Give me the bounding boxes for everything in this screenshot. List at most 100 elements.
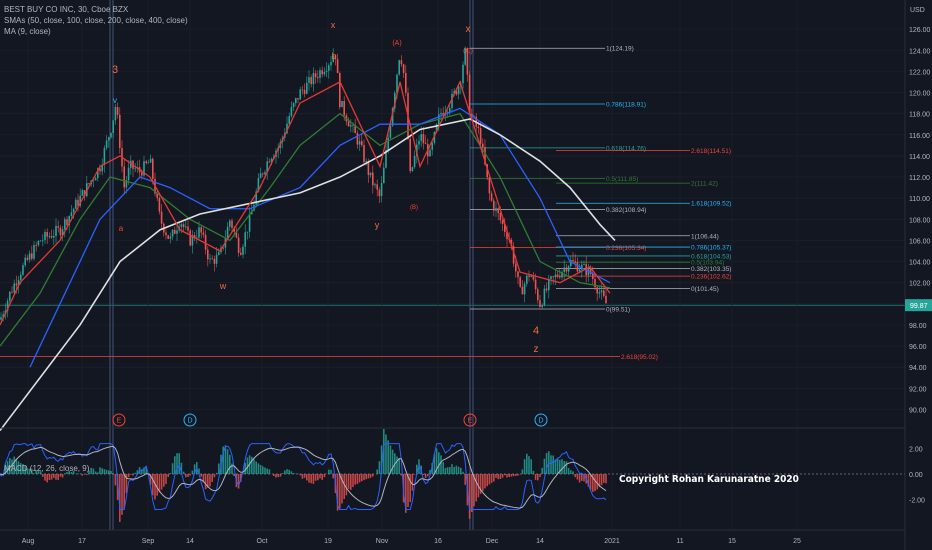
macd-histogram-bar <box>323 474 326 478</box>
wave-label: z <box>534 344 539 355</box>
macd-histogram-bar <box>306 474 308 481</box>
candle-body <box>70 212 73 217</box>
candle-body <box>574 261 576 263</box>
candle-body <box>330 62 332 66</box>
candle-body <box>94 178 97 181</box>
macd-histogram-bar <box>345 474 348 496</box>
macd-histogram-bar <box>427 474 429 477</box>
macd-histogram-bar <box>471 474 473 513</box>
cycle-marker-label: E <box>117 418 122 425</box>
candle-body <box>484 147 486 165</box>
macd-histogram-bar <box>336 474 339 511</box>
macd-histogram-bar <box>198 468 200 474</box>
macd-histogram-bar <box>123 474 125 509</box>
macd-histogram-bar <box>497 474 499 480</box>
candle-body <box>266 161 268 173</box>
candle-body <box>295 98 297 104</box>
symbol-legend[interactable]: BEST BUY CO INC, 30, Cboe BZX SMAs (50, … <box>4 4 188 37</box>
ma-line: MA (9, close) <box>4 27 51 36</box>
macd-histogram-bar <box>4 464 7 474</box>
candle-body <box>50 236 53 238</box>
macd-histogram-bar <box>389 445 392 474</box>
macd-histogram-bar <box>596 474 598 490</box>
candle-body <box>413 155 416 168</box>
candle-body <box>532 276 535 280</box>
time-tick: 25 <box>793 538 801 545</box>
macd-histogram-bar <box>57 474 59 481</box>
macd-histogram-bar <box>387 440 389 474</box>
macd-histogram-bar <box>154 474 156 500</box>
macd-histogram-bar <box>526 453 528 474</box>
macd-histogram-bar <box>132 474 134 476</box>
macd-histogram-bar <box>457 466 460 474</box>
macd-legend[interactable]: MACD (12, 26, close, 9) <box>4 463 89 474</box>
candle-body <box>600 290 603 293</box>
macd-histogram-bar <box>303 474 306 478</box>
macd-histogram-bar <box>517 474 519 476</box>
macd-histogram-bar <box>444 468 447 474</box>
price-tick: 120.00 <box>909 91 931 98</box>
candle-body <box>204 234 207 250</box>
candle-body <box>174 229 176 234</box>
candle-body <box>521 286 524 295</box>
macd-histogram-bar <box>521 469 524 474</box>
candle-body <box>11 291 13 293</box>
macd-histogram-bar <box>191 470 194 474</box>
macd-histogram-bar <box>59 474 62 477</box>
candle-body <box>77 199 79 206</box>
macd-histogram-bar <box>9 458 11 474</box>
macd-histogram-bar <box>222 446 224 474</box>
macd-histogram-bar <box>576 474 579 480</box>
macd-histogram-bar <box>545 453 548 474</box>
fib-label: 0(101.45) <box>691 286 719 293</box>
macd-histogram-bar <box>438 452 440 474</box>
cycle-marker <box>534 413 548 427</box>
macd-histogram-bar <box>581 474 583 481</box>
candle-body <box>246 231 249 233</box>
macd-histogram-bar <box>424 474 427 479</box>
price-axis[interactable]: USD 126.00 124.00 122.00 120.00 118.00 116.00 1… <box>904 0 932 550</box>
time-axis[interactable]: Aug 17 Sep 14 Oct 19 Nov 16 Dec 14 2021 11 15 25 <box>0 529 905 545</box>
macd-histogram-bar <box>598 474 601 488</box>
macd-histogram-bar <box>97 472 99 474</box>
sma-line: SMAs (50, close, 100, close, 200, close,… <box>4 16 188 25</box>
macd-histogram-bar <box>301 474 304 479</box>
candle-body <box>53 236 55 238</box>
wave-label: v <box>113 96 117 105</box>
candle-body <box>312 73 315 85</box>
candle-body <box>147 162 150 164</box>
candle-body <box>64 219 66 230</box>
macd-histogram-bar <box>37 470 40 474</box>
macd-histogram-bar <box>534 474 537 480</box>
candle-body <box>594 278 596 288</box>
candle-body <box>486 164 488 178</box>
macd-histogram-bar <box>202 474 205 483</box>
candle-body <box>176 230 178 234</box>
macd-histogram-bar <box>257 463 260 474</box>
macd-histogram-bar <box>88 470 90 474</box>
macd-histogram-bar <box>273 474 275 477</box>
candle-body <box>306 82 308 94</box>
price-tick: 124.00 <box>909 48 931 55</box>
candle-body <box>101 164 103 172</box>
time-tick: 14 <box>186 538 194 545</box>
macd-histogram-bar <box>253 459 255 474</box>
macd-histogram-bar <box>81 474 84 476</box>
candle-body <box>193 235 196 239</box>
macd-histogram-bar <box>48 474 51 480</box>
candle-body <box>367 161 370 176</box>
candle-body <box>28 253 31 260</box>
candle-body <box>361 141 363 146</box>
candle-body <box>545 288 548 291</box>
time-tick: Nov <box>376 538 389 545</box>
candle-body <box>442 112 444 116</box>
macd-histogram-bar <box>574 474 576 478</box>
price-tick: 108.00 <box>909 217 931 224</box>
macd-histogram-bar <box>264 467 266 474</box>
wave-label: x <box>331 20 336 30</box>
macd-histogram-bar <box>121 474 123 515</box>
macd-histogram-bar <box>286 469 288 474</box>
candle-body <box>290 107 293 117</box>
